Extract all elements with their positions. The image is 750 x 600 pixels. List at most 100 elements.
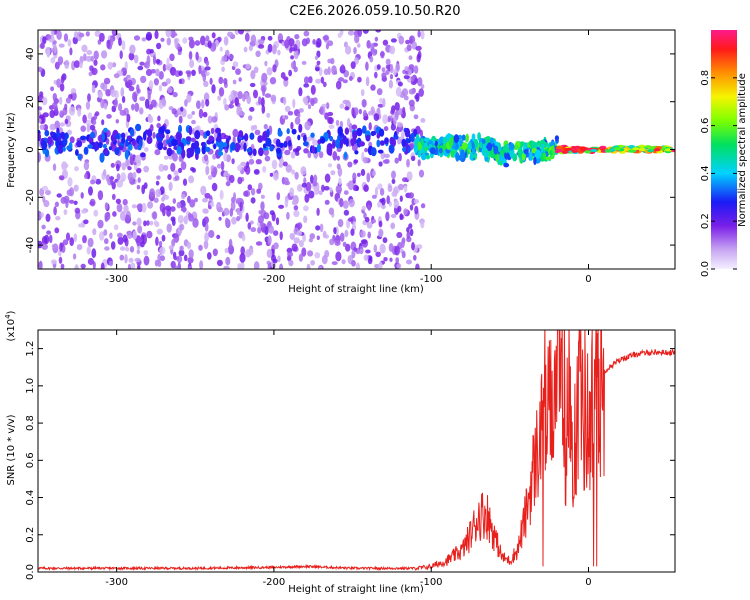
heatmap-cell: [298, 108, 304, 113]
heatmap-cell: [287, 139, 292, 147]
heatmap-cell: [161, 81, 168, 87]
heatmap-cell: [129, 246, 135, 253]
heatmap-cell: [370, 147, 377, 157]
heatmap-cell: [319, 106, 324, 115]
heatmap-cell: [351, 249, 356, 259]
heatmap-cell: [396, 263, 402, 269]
heatmap-cell: [225, 49, 230, 57]
heatmap-cell: [307, 250, 314, 257]
heatmap-cell: [258, 182, 263, 191]
heatmap-cell: [167, 86, 173, 94]
heatmap-cell: [284, 39, 290, 49]
heatmap-cell: [224, 247, 229, 254]
heatmap-cell: [202, 111, 208, 118]
heatmap-region-central-band-strong: [413, 132, 560, 168]
heatmap-cell: [392, 68, 397, 76]
heatmap-cell: [116, 163, 120, 172]
heatmap-cell: [178, 249, 185, 257]
heatmap-cell: [298, 240, 304, 248]
heatmap-cell: [303, 148, 309, 154]
heatmap-cell: [208, 230, 215, 238]
heatmap-cell: [418, 88, 425, 97]
heatmap-cell: [180, 161, 187, 171]
heatmap-cell: [173, 170, 179, 176]
heatmap-cell: [187, 265, 193, 269]
heatmap-cell: [129, 128, 135, 137]
heatmap-cell: [409, 228, 414, 237]
heatmap-cell: [344, 127, 350, 135]
heatmap-cell: [315, 67, 320, 72]
heatmap-cell: [221, 66, 225, 73]
heatmap-cell: [315, 78, 321, 84]
heatmap-cell: [420, 84, 425, 89]
heatmap-cell: [93, 50, 99, 60]
heatmap-cell: [360, 239, 368, 245]
heatmap-cell: [104, 246, 110, 251]
heatmap-cell: [237, 176, 243, 185]
heatmap-cell: [118, 103, 123, 112]
heatmap-cell: [277, 130, 283, 137]
heatmap-cell: [204, 154, 209, 162]
heatmap-cell: [378, 220, 383, 228]
heatmap-cell: [369, 55, 374, 63]
heatmap-cell: [76, 140, 83, 148]
heatmap-cell: [390, 213, 397, 219]
heatmap-cell: [408, 55, 413, 60]
heatmap-cell: [171, 32, 178, 37]
heatmap-cell: [168, 106, 174, 111]
heatmap-cell: [72, 253, 77, 260]
heatmap-cell: [418, 169, 425, 178]
heatmap-cell: [579, 146, 587, 150]
heatmap-cell: [250, 70, 256, 80]
heatmap-cell: [58, 43, 65, 48]
heatmap-cell: [398, 183, 404, 191]
heatmap-cell: [374, 36, 379, 42]
heatmap-cell: [58, 256, 63, 264]
heatmap-cell: [563, 148, 571, 152]
heatmap-cell: [59, 242, 63, 252]
heatmap-cell: [216, 234, 221, 240]
heatmap-cell: [352, 221, 356, 230]
heatmap-cell: [293, 49, 299, 60]
heatmap-cell: [178, 70, 183, 76]
heatmap-cell: [50, 57, 56, 64]
heatmap-cell: [225, 181, 231, 187]
heatmap-cell: [385, 69, 390, 75]
snr-x-axis-label: Height of straight line (km): [288, 584, 424, 595]
heatmap-cell: [164, 155, 169, 160]
heatmap-cell: [152, 211, 158, 220]
heatmap-cell: [59, 122, 66, 127]
heatmap-cell: [127, 144, 133, 151]
heatmap-cell: [56, 30, 62, 40]
heatmap-cell: [333, 227, 337, 235]
heatmap-cell: [420, 220, 425, 229]
heatmap-cell: [392, 187, 398, 196]
heatmap-cell: [217, 95, 222, 101]
y-tick-label: 0.0: [25, 564, 36, 580]
heatmap-cell: [143, 165, 150, 173]
heatmap-cell: [199, 260, 204, 269]
heatmap-cell: [70, 88, 77, 94]
heatmap-cell: [465, 133, 470, 143]
heatmap-cell: [131, 139, 136, 146]
heatmap-cell: [205, 146, 211, 153]
heatmap-cell: [257, 226, 262, 234]
heatmap-cell: [254, 129, 261, 136]
heatmap-cell: [47, 34, 52, 40]
heatmap-cell: [110, 175, 114, 186]
heatmap-cell: [131, 204, 137, 209]
heatmap-cell: [239, 201, 243, 212]
heatmap-cell: [126, 230, 133, 239]
heatmap-cell: [348, 76, 353, 81]
heatmap-cell: [161, 196, 165, 202]
heatmap-cell: [503, 162, 510, 168]
heatmap-cell: [365, 249, 371, 254]
heatmap-cell: [123, 77, 129, 82]
heatmap-cell: [132, 221, 137, 226]
heatmap-cell: [310, 260, 315, 266]
heatmap-cell: [128, 257, 134, 263]
heatmap-cell: [379, 140, 385, 146]
heatmap-cell: [83, 161, 90, 171]
heatmap-cell: [382, 114, 389, 124]
heatmap-cell: [160, 133, 165, 139]
